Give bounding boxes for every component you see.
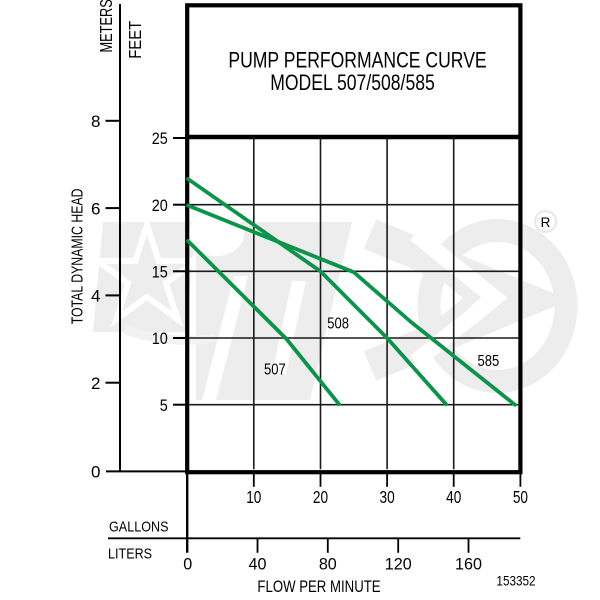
svg-text:507: 507	[264, 361, 286, 378]
svg-text:FEET: FEET	[126, 21, 145, 59]
svg-text:585: 585	[478, 353, 500, 370]
svg-text:25: 25	[152, 130, 168, 148]
svg-text:10: 10	[152, 330, 168, 348]
svg-text:MODEL 507/508/585: MODEL 507/508/585	[270, 71, 435, 95]
svg-text:40: 40	[249, 554, 267, 573]
svg-text:R: R	[541, 215, 551, 230]
svg-text:30: 30	[380, 489, 395, 508]
svg-text:10: 10	[246, 489, 261, 508]
svg-text:METERS: METERS	[97, 0, 116, 52]
svg-text:20: 20	[152, 197, 168, 215]
svg-text:15: 15	[152, 263, 168, 281]
svg-text:508: 508	[327, 315, 349, 332]
svg-text:8: 8	[91, 112, 100, 131]
svg-text:LITERS: LITERS	[108, 544, 152, 561]
svg-text:160: 160	[455, 554, 482, 573]
svg-text:20: 20	[313, 489, 328, 508]
svg-text:40: 40	[446, 489, 461, 508]
svg-text:FLOW PER MINUTE: FLOW PER MINUTE	[257, 578, 380, 597]
svg-text:50: 50	[513, 489, 528, 508]
svg-text:5: 5	[160, 397, 168, 415]
svg-text:GALLONS: GALLONS	[109, 517, 168, 534]
svg-text:153352: 153352	[496, 573, 535, 589]
svg-text:0: 0	[183, 554, 192, 573]
svg-text:4: 4	[91, 287, 100, 306]
svg-text:120: 120	[385, 554, 412, 573]
svg-text:TOTAL DYNAMIC HEAD: TOTAL DYNAMIC HEAD	[69, 188, 87, 324]
svg-text:80: 80	[319, 554, 337, 573]
svg-text:0: 0	[91, 463, 100, 482]
svg-text:2: 2	[91, 374, 100, 393]
svg-text:6: 6	[91, 199, 100, 218]
svg-text:PUMP PERFORMANCE CURVE: PUMP PERFORMANCE CURVE	[228, 49, 486, 73]
